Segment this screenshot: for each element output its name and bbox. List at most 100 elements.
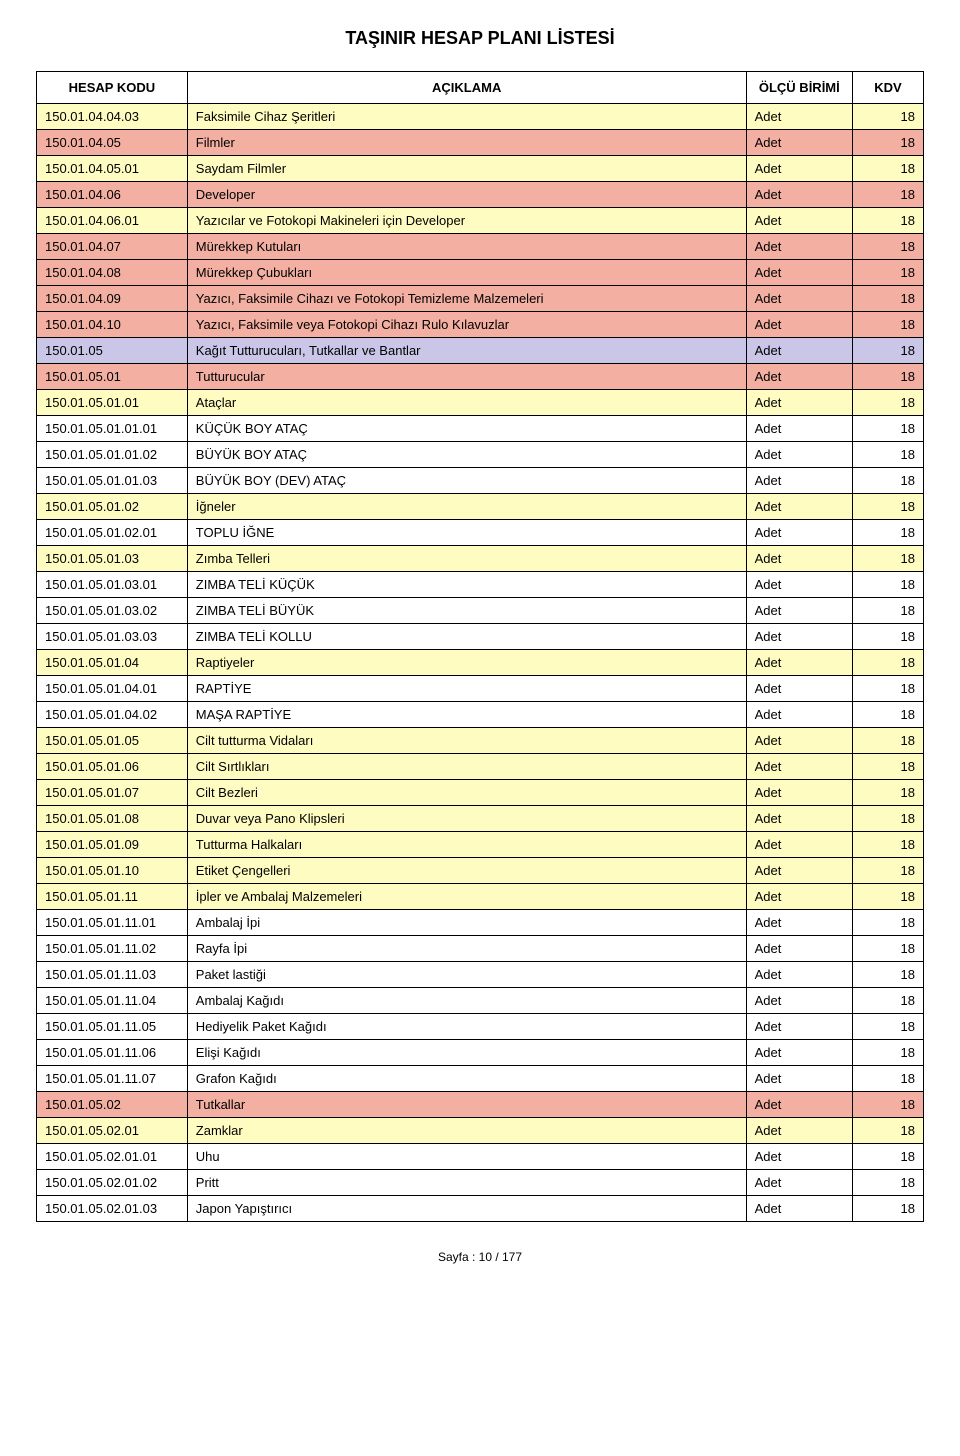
cell-desc: BÜYÜK BOY (DEV) ATAÇ <box>187 468 746 494</box>
cell-code: 150.01.05.01.01.02 <box>37 442 188 468</box>
cell-code: 150.01.05.01.11 <box>37 884 188 910</box>
cell-desc: Etiket Çengelleri <box>187 858 746 884</box>
cell-code: 150.01.05.01.04.02 <box>37 702 188 728</box>
col-header-desc: AÇIKLAMA <box>187 72 746 104</box>
cell-desc: Pritt <box>187 1170 746 1196</box>
cell-unit: Adet <box>746 364 852 390</box>
cell-unit: Adet <box>746 988 852 1014</box>
cell-kdv: 18 <box>853 1170 924 1196</box>
cell-code: 150.01.04.07 <box>37 234 188 260</box>
table-row: 150.01.05.01.11.07Grafon KağıdıAdet18 <box>37 1066 924 1092</box>
cell-code: 150.01.05.01.01 <box>37 390 188 416</box>
cell-unit: Adet <box>746 676 852 702</box>
cell-unit: Adet <box>746 390 852 416</box>
table-row: 150.01.05.01.11İpler ve Ambalaj Malzemel… <box>37 884 924 910</box>
cell-desc: KÜÇÜK BOY ATAÇ <box>187 416 746 442</box>
cell-kdv: 18 <box>853 884 924 910</box>
cell-desc: ZIMBA TELİ BÜYÜK <box>187 598 746 624</box>
cell-kdv: 18 <box>853 598 924 624</box>
cell-unit: Adet <box>746 728 852 754</box>
cell-code: 150.01.05.01.11.03 <box>37 962 188 988</box>
cell-unit: Adet <box>746 806 852 832</box>
table-row: 150.01.05.01.06Cilt SırtlıklarıAdet18 <box>37 754 924 780</box>
cell-kdv: 18 <box>853 130 924 156</box>
cell-desc: Tutturucular <box>187 364 746 390</box>
cell-kdv: 18 <box>853 546 924 572</box>
cell-code: 150.01.04.05.01 <box>37 156 188 182</box>
cell-unit: Adet <box>746 572 852 598</box>
table-row: 150.01.05.01.04.01RAPTİYEAdet18 <box>37 676 924 702</box>
cell-desc: İpler ve Ambalaj Malzemeleri <box>187 884 746 910</box>
cell-code: 150.01.05.01.09 <box>37 832 188 858</box>
cell-unit: Adet <box>746 1092 852 1118</box>
cell-unit: Adet <box>746 156 852 182</box>
cell-desc: Raptiyeler <box>187 650 746 676</box>
cell-code: 150.01.05.01.03.01 <box>37 572 188 598</box>
table-row: 150.01.05Kağıt Tutturucuları, Tutkallar … <box>37 338 924 364</box>
cell-kdv: 18 <box>853 1092 924 1118</box>
table-row: 150.01.04.09Yazıcı, Faksimile Cihazı ve … <box>37 286 924 312</box>
cell-code: 150.01.05.01.03.02 <box>37 598 188 624</box>
cell-kdv: 18 <box>853 494 924 520</box>
cell-unit: Adet <box>746 286 852 312</box>
cell-code: 150.01.04.05 <box>37 130 188 156</box>
cell-desc: Cilt Sırtlıkları <box>187 754 746 780</box>
table-row: 150.01.05.01.01AtaçlarAdet18 <box>37 390 924 416</box>
cell-desc: Uhu <box>187 1144 746 1170</box>
cell-kdv: 18 <box>853 1040 924 1066</box>
cell-code: 150.01.05.01.01.03 <box>37 468 188 494</box>
table-row: 150.01.05.01.01.01KÜÇÜK BOY ATAÇAdet18 <box>37 416 924 442</box>
cell-unit: Adet <box>746 624 852 650</box>
cell-kdv: 18 <box>853 208 924 234</box>
table-row: 150.01.05.02.01.03Japon YapıştırıcıAdet1… <box>37 1196 924 1222</box>
cell-kdv: 18 <box>853 650 924 676</box>
table-row: 150.01.04.05.01Saydam FilmlerAdet18 <box>37 156 924 182</box>
cell-kdv: 18 <box>853 1144 924 1170</box>
cell-kdv: 18 <box>853 286 924 312</box>
cell-code: 150.01.05.01.05 <box>37 728 188 754</box>
cell-kdv: 18 <box>853 780 924 806</box>
col-header-kdv: KDV <box>853 72 924 104</box>
cell-code: 150.01.05.01.11.06 <box>37 1040 188 1066</box>
cell-code: 150.01.05.01.11.02 <box>37 936 188 962</box>
cell-unit: Adet <box>746 104 852 130</box>
cell-unit: Adet <box>746 416 852 442</box>
cell-desc: ZIMBA TELİ KÜÇÜK <box>187 572 746 598</box>
cell-unit: Adet <box>746 962 852 988</box>
cell-kdv: 18 <box>853 468 924 494</box>
cell-desc: Yazıcı, Faksimile Cihazı ve Fotokopi Tem… <box>187 286 746 312</box>
cell-unit: Adet <box>746 1118 852 1144</box>
cell-code: 150.01.05.01.11.01 <box>37 910 188 936</box>
table-row: 150.01.05.01.01.02BÜYÜK BOY ATAÇAdet18 <box>37 442 924 468</box>
cell-code: 150.01.05.01.02.01 <box>37 520 188 546</box>
cell-desc: Saydam Filmler <box>187 156 746 182</box>
cell-desc: Mürekkep Çubukları <box>187 260 746 286</box>
table-row: 150.01.05.01.07Cilt BezleriAdet18 <box>37 780 924 806</box>
cell-code: 150.01.05.01.11.07 <box>37 1066 188 1092</box>
cell-code: 150.01.05.02.01.02 <box>37 1170 188 1196</box>
cell-code: 150.01.04.06.01 <box>37 208 188 234</box>
cell-desc: Elişi Kağıdı <box>187 1040 746 1066</box>
cell-unit: Adet <box>746 312 852 338</box>
cell-kdv: 18 <box>853 936 924 962</box>
cell-kdv: 18 <box>853 754 924 780</box>
cell-unit: Adet <box>746 494 852 520</box>
cell-kdv: 18 <box>853 364 924 390</box>
table-row: 150.01.04.08Mürekkep ÇubuklarıAdet18 <box>37 260 924 286</box>
cell-unit: Adet <box>746 468 852 494</box>
cell-unit: Adet <box>746 338 852 364</box>
cell-desc: TOPLU İĞNE <box>187 520 746 546</box>
cell-unit: Adet <box>746 1066 852 1092</box>
cell-kdv: 18 <box>853 416 924 442</box>
cell-unit: Adet <box>746 832 852 858</box>
cell-code: 150.01.05.01.11.05 <box>37 1014 188 1040</box>
cell-code: 150.01.05 <box>37 338 188 364</box>
table-row: 150.01.05.01.08Duvar veya Pano Klipsleri… <box>37 806 924 832</box>
cell-kdv: 18 <box>853 806 924 832</box>
cell-code: 150.01.04.08 <box>37 260 188 286</box>
cell-unit: Adet <box>746 650 852 676</box>
cell-unit: Adet <box>746 1014 852 1040</box>
cell-unit: Adet <box>746 754 852 780</box>
table-row: 150.01.04.04.03Faksimile Cihaz Şeritleri… <box>37 104 924 130</box>
cell-unit: Adet <box>746 910 852 936</box>
